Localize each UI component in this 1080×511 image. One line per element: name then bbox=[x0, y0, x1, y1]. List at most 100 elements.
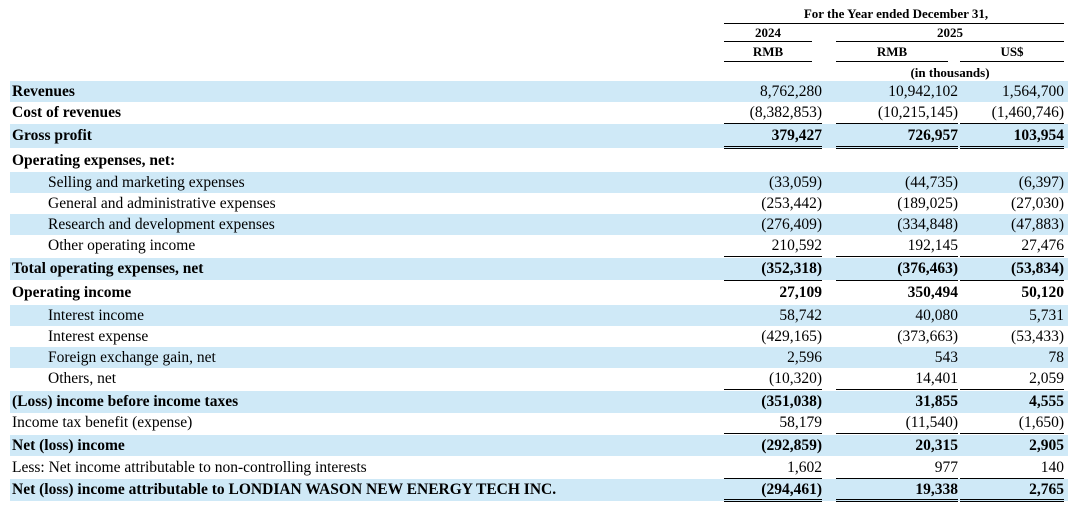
row-value-v2024: (33,059) bbox=[769, 174, 822, 191]
row-value-v2024: 1,602 bbox=[724, 457, 822, 479]
row-label: Net (loss) income attributable to LONDIA… bbox=[12, 481, 557, 498]
row-value-vusd: 140 bbox=[960, 457, 1064, 479]
row-label: Others, net bbox=[48, 370, 117, 387]
row-value-v2024: (10,320) bbox=[724, 368, 822, 390]
row-label: General and administrative expenses bbox=[48, 195, 276, 212]
year-2025-header: 2025 bbox=[937, 25, 963, 40]
row-value-v2024: 58,742 bbox=[779, 307, 822, 324]
table-row: Total operating expenses, net (352,318) (3… bbox=[10, 258, 1068, 281]
row-value-vusd: 5,731 bbox=[1029, 307, 1064, 324]
row-value-v2025: (334,848) bbox=[897, 216, 958, 233]
row-value-v2025: 192,145 bbox=[836, 235, 958, 257]
row-value-v2025 bbox=[836, 150, 958, 172]
table-row: Net (loss) income attributable to LONDIA… bbox=[10, 479, 1068, 502]
row-label: Gross profit bbox=[12, 127, 92, 144]
table-row: Operating expenses, net: bbox=[10, 150, 1068, 172]
row-value-v2024 bbox=[724, 150, 822, 172]
currency-2025-usd: US$ bbox=[1000, 44, 1024, 59]
row-value-v2025: (376,463) bbox=[836, 258, 958, 281]
row-value-v2025: 40,080 bbox=[915, 307, 958, 324]
row-value-vusd: (53,433) bbox=[1011, 328, 1064, 345]
row-value-v2025: 726,957 bbox=[836, 124, 958, 149]
row-value-v2025: (44,735) bbox=[905, 174, 958, 191]
row-label: Selling and marketing expenses bbox=[48, 174, 245, 191]
table-row: Income tax benefit (expense) 58,179 (11,54… bbox=[10, 412, 1068, 434]
row-value-v2024: (276,409) bbox=[761, 216, 822, 233]
row-label: Foreign exchange gain, net bbox=[48, 349, 216, 366]
row-value-v2025: (10,215,145) bbox=[836, 102, 958, 124]
table-row: General and administrative expenses (253,… bbox=[10, 193, 1068, 214]
row-value-vusd: 4,555 bbox=[1029, 393, 1064, 410]
table-row: Interest income 58,742 40,080 5,731 bbox=[10, 305, 1068, 326]
row-value-vusd: 50,120 bbox=[1021, 284, 1064, 301]
row-value-vusd: 2,059 bbox=[960, 368, 1064, 390]
row-value-v2024: (292,859) bbox=[761, 437, 822, 454]
row-value-vusd: 2,765 bbox=[960, 479, 1064, 502]
row-value-v2025: 31,855 bbox=[915, 393, 958, 410]
row-label: Income tax benefit (expense) bbox=[12, 414, 193, 431]
row-label: Interest expense bbox=[48, 328, 149, 345]
row-value-v2025: 350,494 bbox=[907, 284, 958, 301]
row-value-v2025: (11,540) bbox=[836, 412, 958, 434]
currency-2025-rmb-rule bbox=[836, 61, 948, 62]
row-value-v2024: 2,596 bbox=[787, 349, 822, 366]
row-label: (Loss) income before income taxes bbox=[12, 393, 239, 410]
row-value-v2024: (352,318) bbox=[724, 258, 822, 281]
table-row: Others, net (10,320) 14,401 2,059 bbox=[10, 368, 1068, 390]
row-value-v2025: 19,338 bbox=[836, 479, 958, 502]
year-2024-rule bbox=[724, 41, 812, 42]
row-value-v2024: (294,461) bbox=[724, 479, 822, 502]
row-label: Interest income bbox=[48, 307, 144, 324]
table-row: Interest expense (429,165) (373,663) (53,43… bbox=[10, 326, 1068, 347]
currency-2025-usd-rule bbox=[960, 61, 1064, 62]
currency-2024-rmb: RMB bbox=[752, 44, 784, 59]
row-value-vusd: 27,476 bbox=[960, 235, 1064, 257]
row-value-vusd: 1,564,700 bbox=[1002, 83, 1064, 100]
row-label: Total operating expenses, net bbox=[12, 260, 204, 277]
period-header: For the Year ended December 31, bbox=[803, 6, 989, 21]
row-value-vusd: (27,030) bbox=[1011, 195, 1064, 212]
row-value-vusd: (6,397) bbox=[1018, 174, 1064, 191]
table-row: Selling and marketing expenses (33,059) (4… bbox=[10, 172, 1068, 193]
row-value-v2025: (373,663) bbox=[897, 328, 958, 345]
row-value-v2025: 14,401 bbox=[836, 368, 958, 390]
table-row: Other operating income 210,592 192,145 27,4… bbox=[10, 235, 1068, 257]
row-label: Operating income bbox=[12, 284, 132, 301]
row-value-v2025: 10,942,102 bbox=[888, 83, 958, 100]
row-value-v2025: 543 bbox=[934, 349, 958, 366]
table-row: Research and development expenses (276,40… bbox=[10, 214, 1068, 235]
row-value-v2024: (351,038) bbox=[761, 393, 822, 410]
row-label: Net (loss) income bbox=[12, 437, 125, 454]
currency-2024-rule bbox=[724, 61, 812, 62]
row-value-vusd: (1,650) bbox=[960, 412, 1064, 434]
row-value-v2024: 58,179 bbox=[724, 412, 822, 434]
period-header-rule bbox=[724, 23, 1064, 24]
row-value-vusd: (47,883) bbox=[1011, 216, 1064, 233]
row-value-v2025: 20,315 bbox=[915, 437, 958, 454]
row-value-v2024: 27,109 bbox=[779, 284, 822, 301]
year-2025-rule bbox=[836, 41, 1064, 42]
row-label: Revenues bbox=[12, 83, 75, 100]
table-row: Gross profit 379,427 726,957 103,954 bbox=[10, 124, 1068, 149]
currency-2025-rmb: RMB bbox=[876, 44, 908, 59]
row-label: Other operating income bbox=[48, 237, 196, 254]
table-row: Less: Net income attributable to non-con… bbox=[10, 457, 1068, 479]
row-label: Less: Net income attributable to non-con… bbox=[12, 459, 367, 476]
row-label: Operating expenses, net: bbox=[12, 152, 176, 169]
row-value-vusd: (53,834) bbox=[960, 258, 1064, 281]
row-label: Cost of revenues bbox=[12, 104, 122, 121]
row-value-v2024: 379,427 bbox=[724, 124, 822, 149]
row-value-v2024: 8,762,280 bbox=[760, 83, 822, 100]
row-label: Research and development expenses bbox=[48, 216, 275, 233]
table-row: Net (loss) income (292,859) 20,315 2,905 bbox=[10, 435, 1068, 456]
row-value-v2024: (8,382,853) bbox=[724, 102, 822, 124]
row-value-v2024: 210,592 bbox=[724, 235, 822, 257]
table-row: Operating income 27,109 350,494 50,120 bbox=[10, 282, 1068, 304]
year-2024-header: 2024 bbox=[755, 25, 781, 40]
units-note: (in thousands) bbox=[910, 65, 990, 80]
row-value-vusd: 2,905 bbox=[1029, 437, 1064, 454]
row-value-v2024: (253,442) bbox=[761, 195, 822, 212]
row-value-v2024: (429,165) bbox=[761, 328, 822, 345]
row-value-vusd: 78 bbox=[1048, 349, 1065, 366]
